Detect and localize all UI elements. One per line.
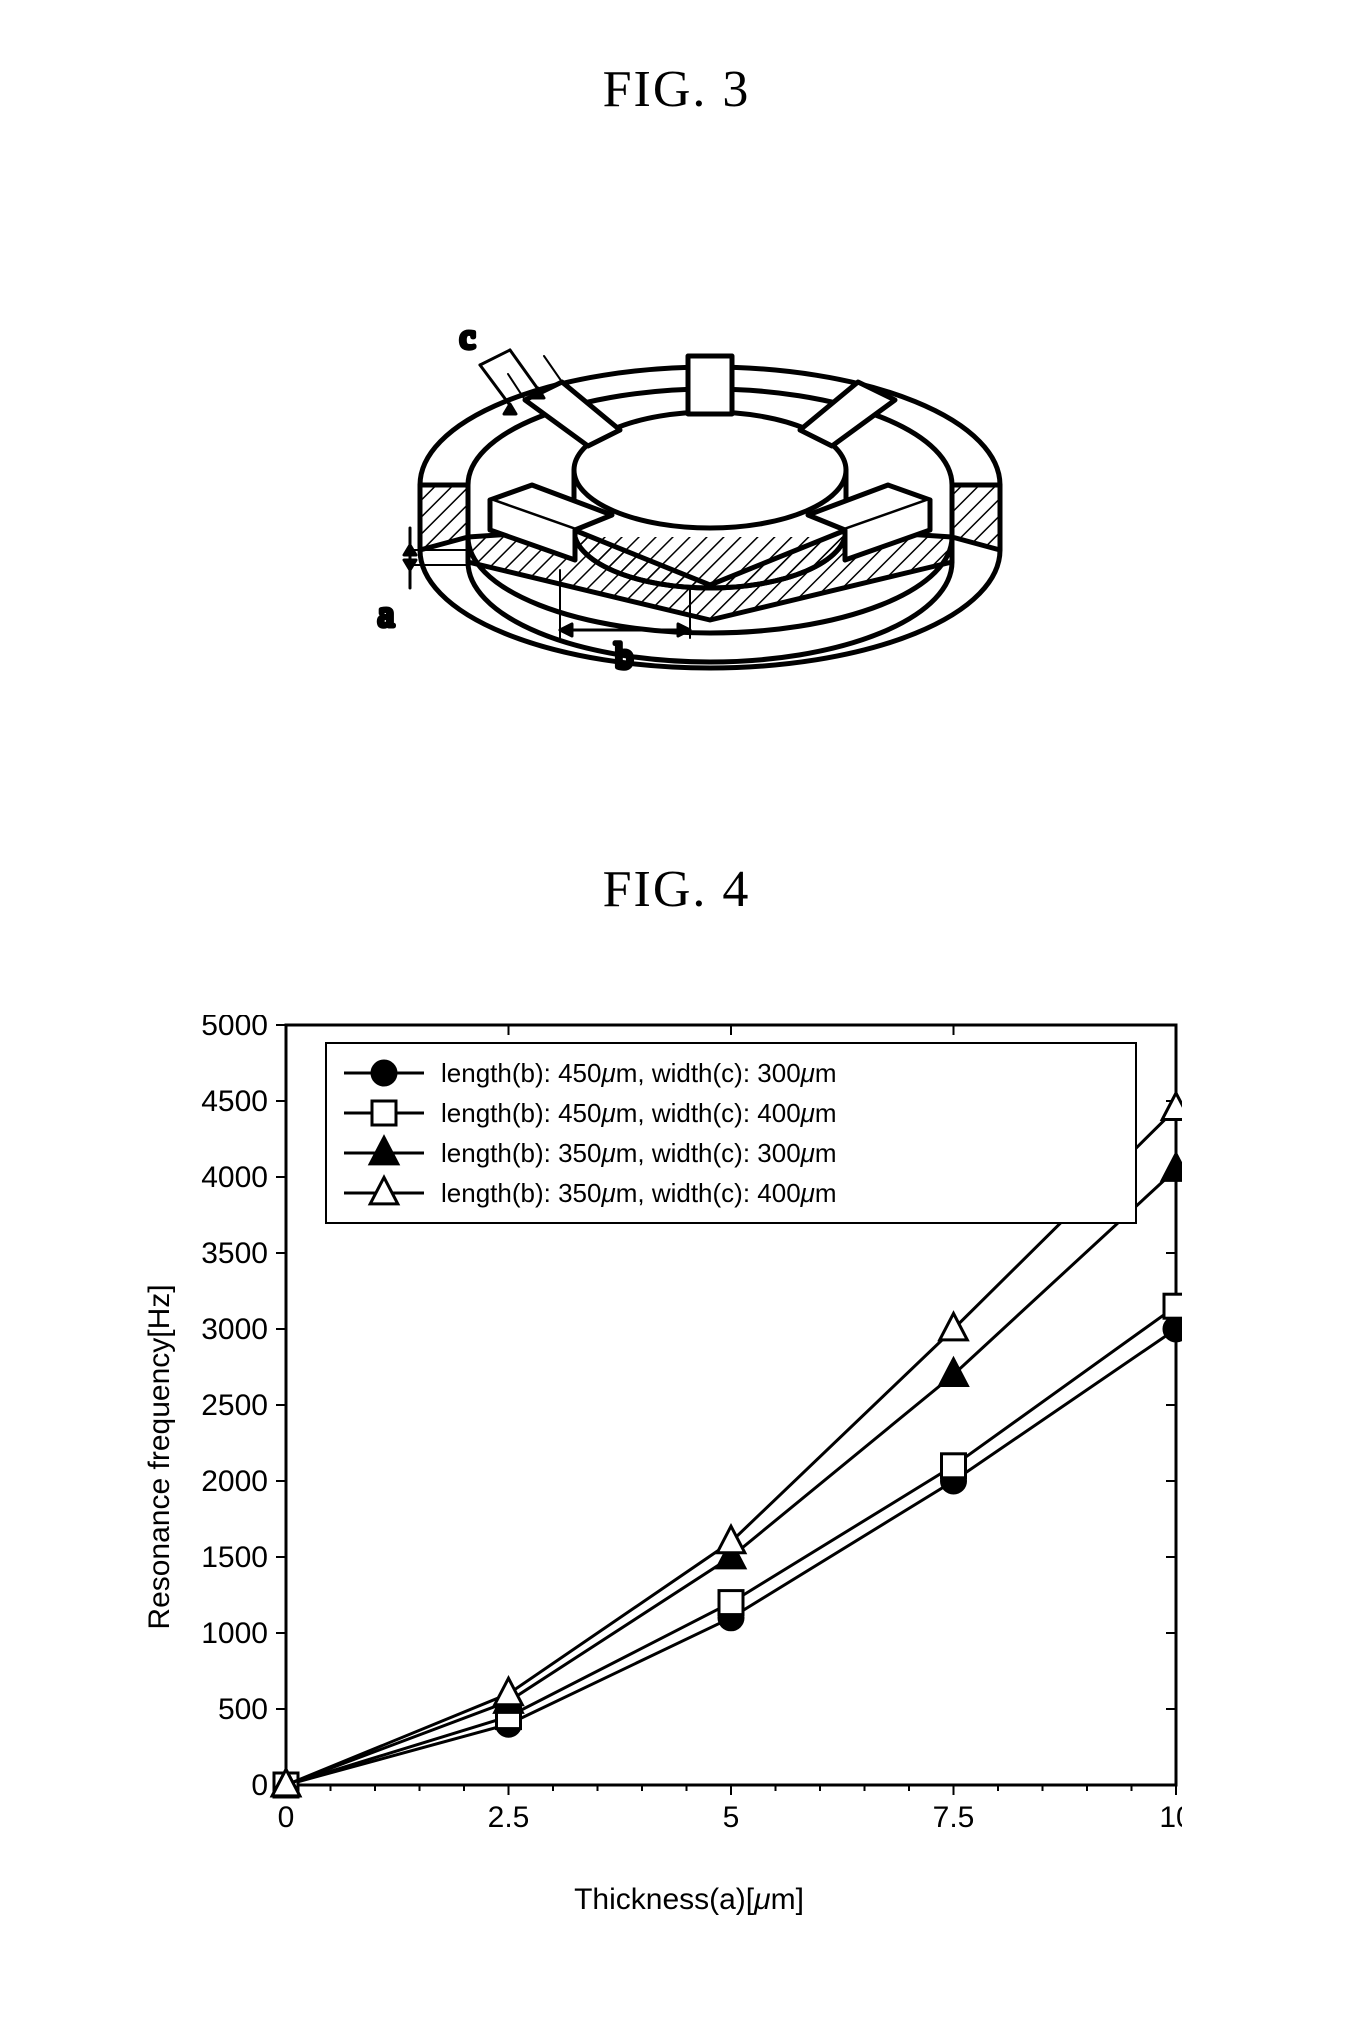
ytick-label: 1000 — [201, 1617, 268, 1650]
page: FIG. 3 — [0, 0, 1353, 2039]
ytick-label: 1500 — [201, 1541, 268, 1574]
ytick-label: 3000 — [201, 1313, 268, 1346]
legend-label: length(b): 350μm, width(c): 300μm — [441, 1138, 837, 1168]
ytick-label: 3500 — [201, 1237, 268, 1270]
fig4-chart: 0 500 1000 1500 2000 2500 3000 3500 4000 4500 5000… — [196, 1015, 1182, 1899]
legend-label: length(b): 350μm, width(c): 400μm — [441, 1178, 837, 1208]
ytick-label: 4500 — [201, 1085, 268, 1118]
fig3-diagram: c b a — [300, 230, 1060, 770]
xtick-label: 2.5 — [488, 1801, 530, 1834]
legend-label: length(b): 450μm, width(c): 400μm — [441, 1098, 837, 1128]
xtick-label: 0 — [278, 1801, 295, 1834]
ytick-label: 500 — [218, 1693, 268, 1726]
xtick-label: 5 — [723, 1801, 740, 1834]
ytick-label: 2500 — [201, 1389, 268, 1422]
fig4-title: FIG. 4 — [603, 860, 751, 919]
ylabel: Resonance frequency[Hz] — [143, 1284, 177, 1629]
ytick-label: 5000 — [201, 1015, 268, 1042]
ytick-label: 2000 — [201, 1465, 268, 1498]
xtick-label: 10 — [1159, 1801, 1182, 1834]
label-b: b — [615, 636, 633, 676]
xlabel: Thickness(a)[μm] — [574, 1883, 804, 1917]
label-c: c — [460, 319, 475, 356]
series-2 — [272, 1154, 1182, 1796]
ytick-label: 0 — [251, 1769, 268, 1802]
legend-label: length(b): 450μm, width(c): 300μm — [441, 1058, 837, 1088]
fig3-title: FIG. 3 — [603, 60, 751, 119]
label-a: a — [378, 594, 394, 634]
xtick-label: 7.5 — [933, 1801, 975, 1834]
ytick-label: 4000 — [201, 1161, 268, 1194]
